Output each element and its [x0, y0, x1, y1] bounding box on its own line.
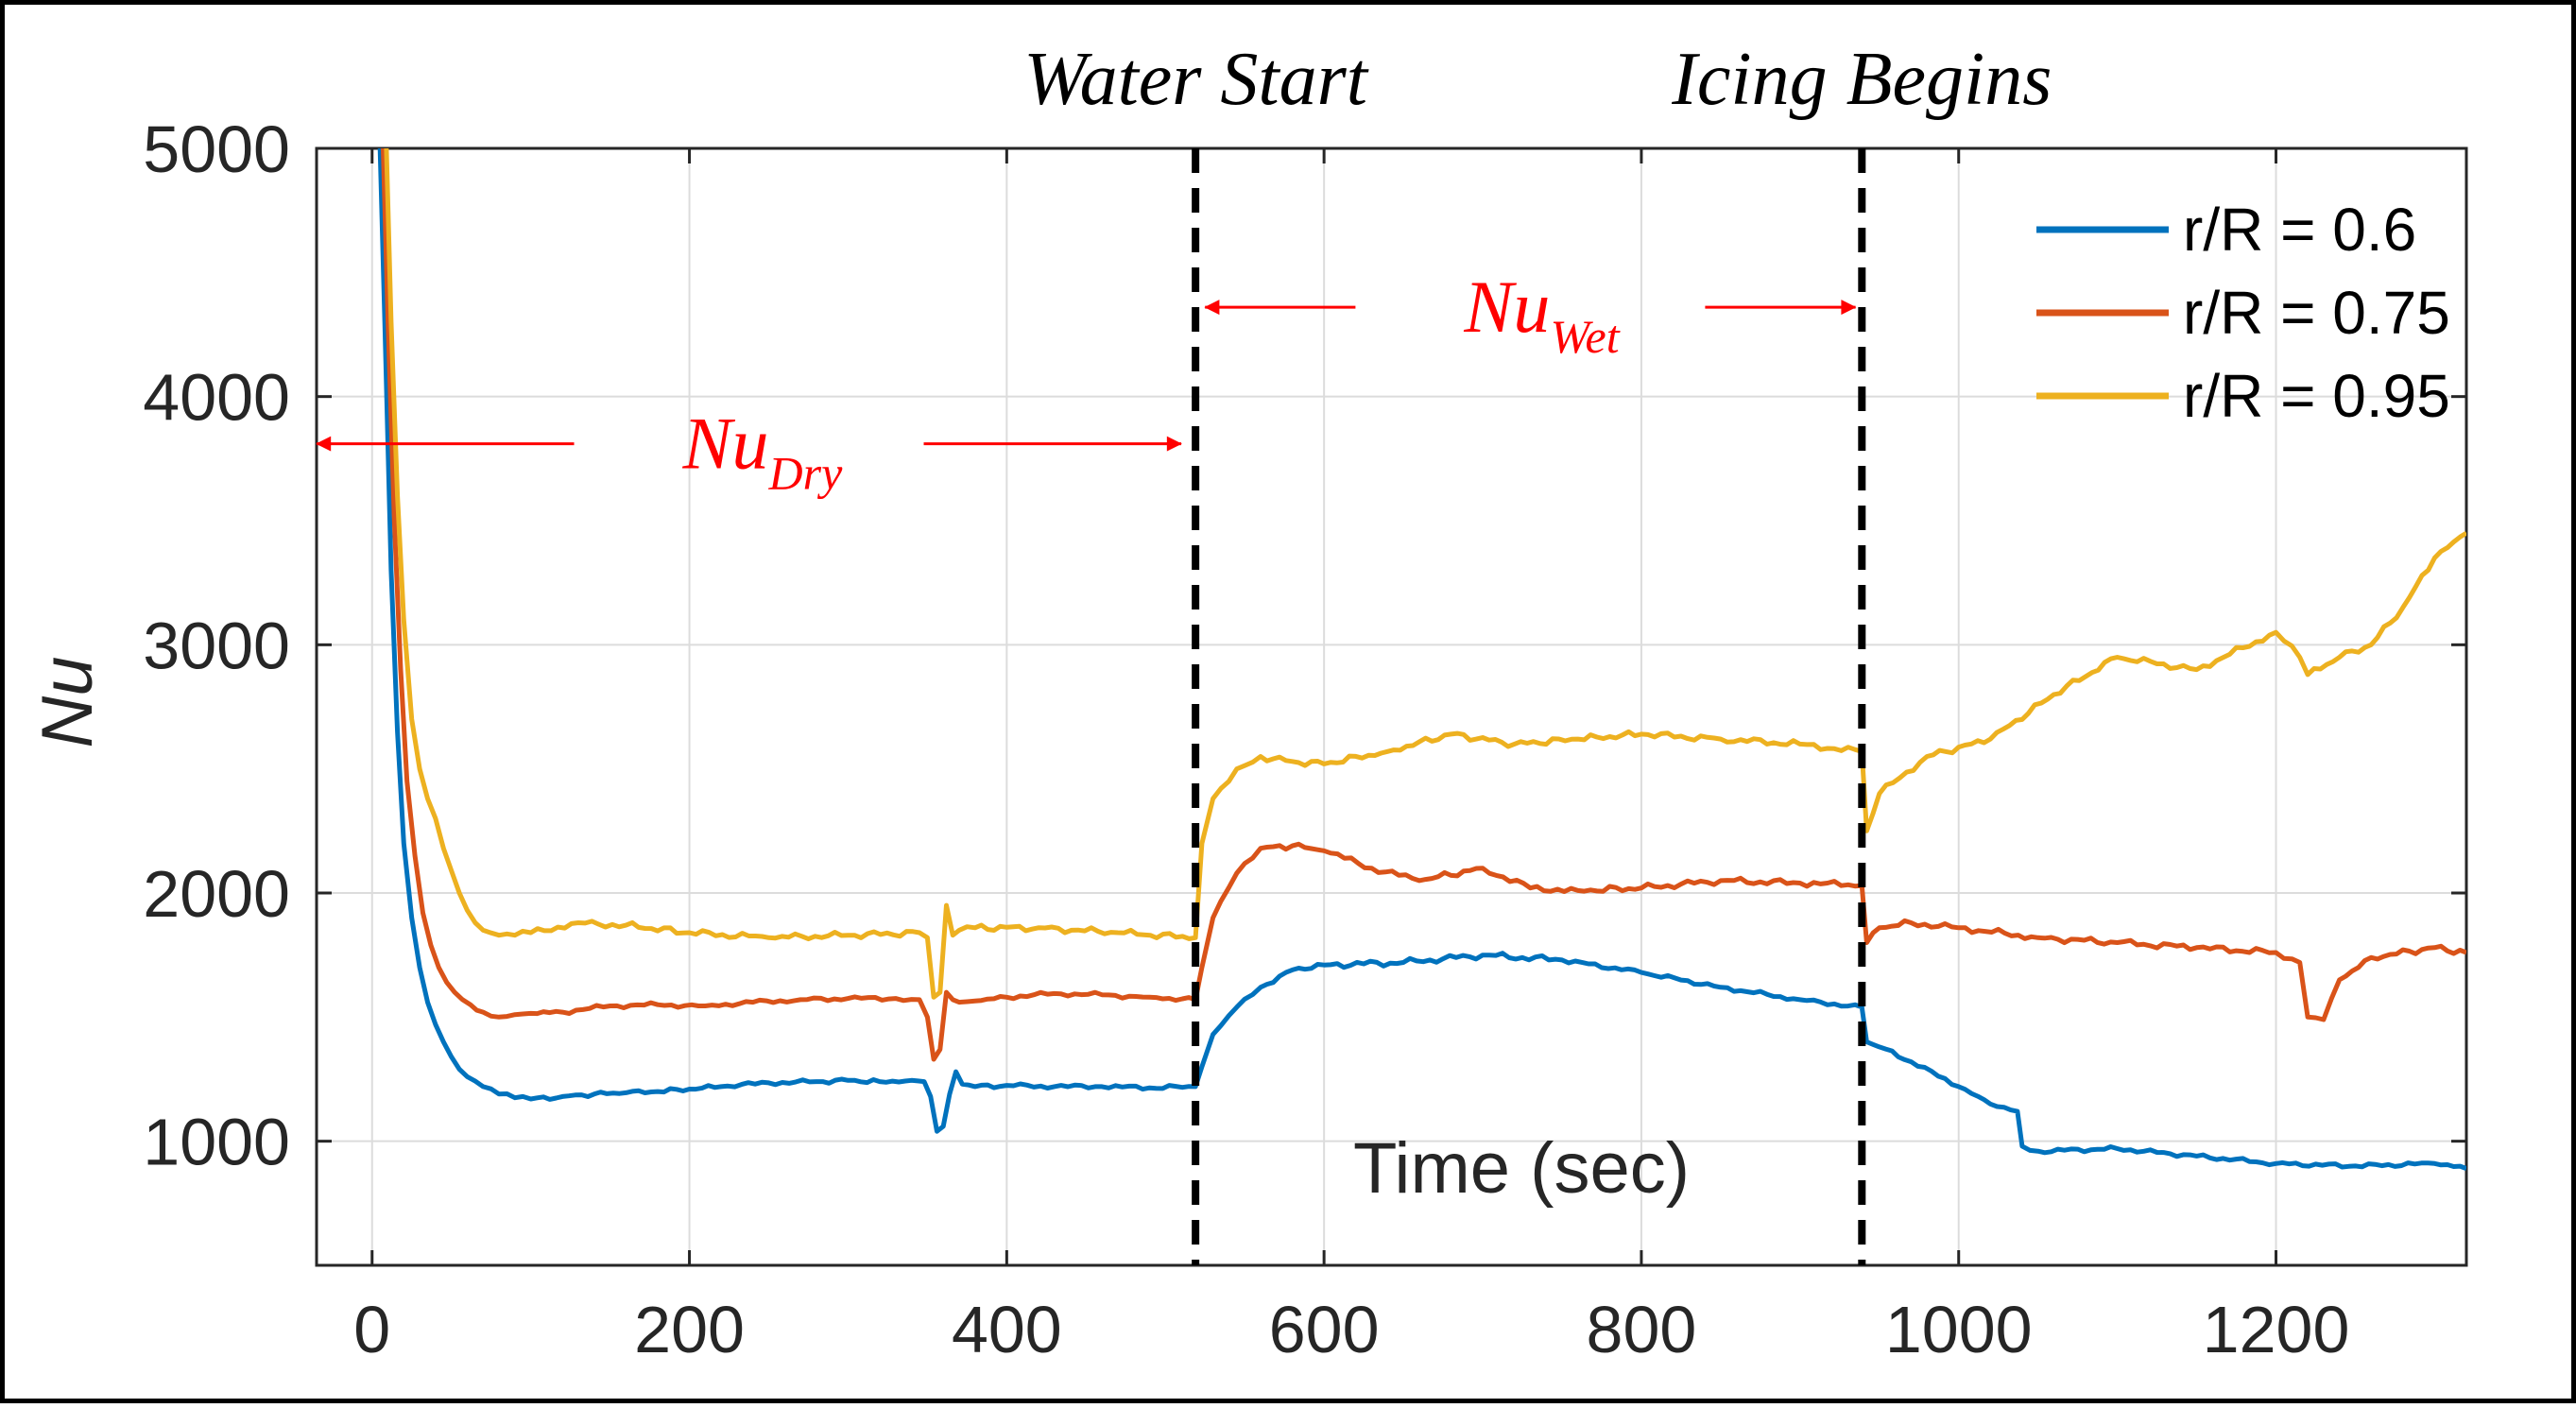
plot-area [315, 146, 2468, 1267]
series-lines [377, 148, 2466, 1171]
nusselt-time-chart: 0 200 400 600 800 1000 1200 1000 2000 3000 4000 500… [27, 38, 2468, 1366]
event-lines: Water Start Icing Begins [1023, 38, 2052, 1265]
region-label-sub: Dry [768, 447, 844, 500]
x-tick-label: 600 [1269, 1293, 1380, 1366]
legend-label: r/R = 0.95 [2183, 362, 2450, 430]
x-tick-label: 0 [353, 1293, 390, 1366]
y-tick-label: 4000 [143, 361, 290, 435]
legend-label: r/R = 0.75 [2183, 279, 2450, 347]
y-axis-title: Nu [27, 656, 108, 747]
y-tick-label: 5000 [143, 112, 290, 186]
x-tick-label: 800 [1587, 1293, 1697, 1366]
x-tick-label: 400 [952, 1293, 1062, 1366]
y-tick-label: 1000 [143, 1106, 290, 1179]
series-line-095 [384, 148, 2466, 1000]
series-line-06 [377, 148, 2466, 1171]
legend: r/R = 0.6 r/R = 0.75 r/R = 0.95 [2036, 196, 2450, 430]
axis-ticks: 0 200 400 600 800 1000 1200 1000 2000 3000 4000 500… [143, 112, 2466, 1366]
x-tick-label: 1200 [2203, 1293, 2350, 1366]
series-line-075 [381, 148, 2466, 1062]
region-label-main: Nu [682, 403, 769, 485]
legend-label: r/R = 0.6 [2183, 196, 2416, 264]
x-tick-label: 1000 [1885, 1293, 2033, 1366]
region-label: NuWet [1463, 266, 1620, 363]
region-label-sub: Wet [1550, 310, 1620, 363]
y-tick-label: 2000 [143, 857, 290, 931]
event-label: Water Start [1023, 38, 1369, 121]
x-tick-label: 200 [634, 1293, 745, 1366]
region-label: NuDry [682, 403, 844, 500]
region-label-main: Nu [1463, 266, 1550, 348]
y-tick-label: 3000 [143, 609, 290, 682]
x-axis-title: Time (sec) [1353, 1128, 1690, 1209]
event-label: Icing Begins [1671, 38, 2052, 121]
